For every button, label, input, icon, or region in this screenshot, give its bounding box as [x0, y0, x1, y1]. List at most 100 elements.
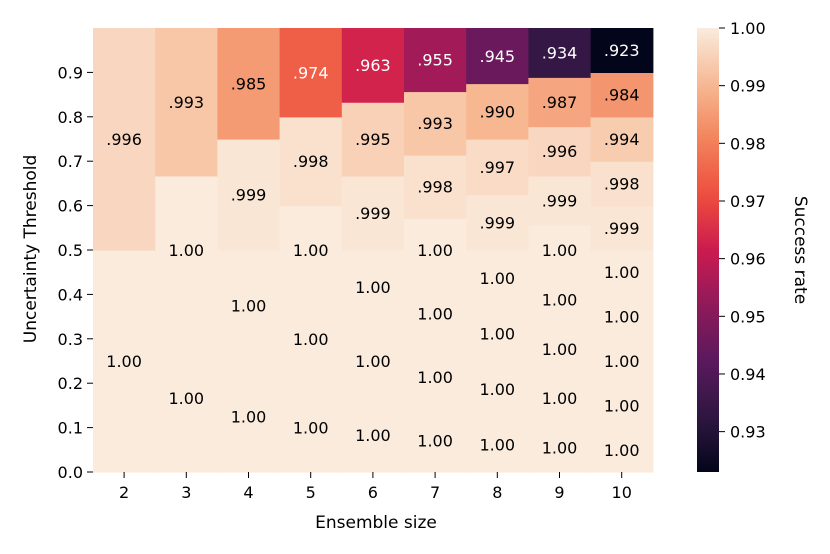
- heatmap-cell: [155, 28, 218, 177]
- heatmap-cell: [404, 91, 467, 156]
- cell-value-label: 1.00: [604, 308, 640, 327]
- colorbar-tick-label: 1.00: [730, 19, 766, 38]
- heatmap-cell: [590, 161, 654, 207]
- colorbar-ticks: 0.93 0.94 0.95 0.96 0.97 0.98 0.99 1.00: [719, 19, 766, 442]
- x-tick-label: 10: [612, 483, 632, 502]
- cell-value-label: .998: [293, 152, 329, 171]
- y-axis-title: Uncertainty Threshold: [21, 155, 41, 344]
- cell-value-label: .999: [604, 219, 640, 238]
- cell-value-label: .997: [479, 158, 515, 177]
- colorbar-tick-label: 0.96: [730, 250, 766, 269]
- x-axis-title: Ensemble size: [315, 513, 437, 533]
- x-tick-label: 7: [430, 483, 440, 502]
- heatmap-cell: [341, 324, 405, 399]
- cell-value-label: .963: [355, 56, 391, 75]
- cell-value-label: .945: [479, 47, 515, 66]
- cell-value-label: 1.00: [417, 431, 453, 450]
- cell-value-label: 1.00: [479, 435, 515, 454]
- y-tick-label: 0.3: [58, 330, 83, 349]
- cell-value-label: .994: [604, 130, 640, 149]
- cell-value-label: 1.00: [542, 340, 578, 359]
- colorbar-tick-label: 0.93: [730, 423, 766, 442]
- cell-value-label: .996: [106, 130, 142, 149]
- y-tick-label: 0.1: [58, 419, 83, 438]
- y-tick-label: 0.4: [58, 285, 83, 304]
- heatmap-cell: [590, 72, 654, 118]
- heatmap-cell: [217, 250, 281, 362]
- heatmap-cell: [590, 28, 654, 73]
- cell-value-label: 1.00: [479, 269, 515, 288]
- cell-value-label: .990: [479, 102, 515, 121]
- cell-value-label: 1.00: [417, 304, 453, 323]
- heatmap-cell: [528, 422, 592, 473]
- heatmap-cell: [404, 218, 467, 283]
- heatmap-cell: [528, 274, 592, 325]
- cell-value-label: 1.00: [355, 426, 391, 445]
- cell-value-label: 1.00: [231, 408, 267, 427]
- cell-value-label: 1.00: [604, 396, 640, 415]
- y-tick-label: 0.8: [58, 108, 83, 127]
- heatmap-cell: [279, 294, 343, 384]
- cell-value-label: 1.00: [168, 389, 204, 408]
- cell-value-label: .974: [293, 63, 329, 82]
- colorbar-tick-label: 0.94: [730, 365, 766, 384]
- heatmap-cell: [404, 28, 467, 93]
- cell-value-label: .999: [231, 186, 267, 205]
- y-tick-label: 0.5: [58, 241, 83, 260]
- y-tick-label: 0.2: [58, 374, 83, 393]
- cell-value-label: 1.00: [293, 241, 329, 260]
- heatmap-cell: [590, 338, 654, 384]
- cell-value-label: 1.00: [479, 380, 515, 399]
- x-tick-label: 8: [492, 483, 502, 502]
- cell-value-label: 1.00: [168, 241, 204, 260]
- heatmap-cell: [279, 383, 343, 473]
- heatmap-cell: [528, 373, 592, 424]
- heatmap-cell: [528, 77, 592, 128]
- cell-value-label: .996: [542, 142, 578, 161]
- heatmap-cell: [279, 116, 343, 207]
- heatmap-cell: [155, 324, 218, 473]
- heatmap-cell: [466, 361, 529, 418]
- colorbar-label: Success rate: [790, 196, 810, 304]
- heatmap-cell: [466, 83, 529, 140]
- heatmap-cell: [466, 28, 529, 85]
- colorbar-tick-label: 0.97: [730, 192, 766, 211]
- cell-value-label: 1.00: [604, 263, 640, 282]
- heatmap-cell: [590, 205, 654, 251]
- cell-value-label: 1.00: [106, 352, 142, 371]
- cell-value-label: .934: [542, 44, 578, 63]
- y-tick-label: 0.0: [58, 463, 83, 482]
- heatmap-cell: [466, 139, 529, 196]
- heatmap-cell: [279, 28, 343, 118]
- y-axis: 0.0 0.1 0.2 0.3 0.4 0.5 0.6 0.7 0.8 0.9: [58, 63, 93, 482]
- y-tick-label: 0.7: [58, 152, 83, 171]
- heatmap-cell: [590, 116, 654, 162]
- cell-value-labels: 1.00 .996 1.00 1.00 .993 1.00 1.00 .999 .985 1.00…: [106, 41, 639, 460]
- x-axis: 2 3 4 5 6 7 8 9 10: [119, 472, 632, 502]
- heatmap-cell: [590, 250, 654, 295]
- cell-value-label: 1.00: [542, 389, 578, 408]
- cell-value-label: 1.00: [604, 441, 640, 460]
- cell-value-label: 1.00: [293, 419, 329, 438]
- heatmap-cell: [93, 250, 156, 473]
- heatmap-cell: [155, 175, 218, 325]
- cell-value-label: .999: [479, 213, 515, 232]
- cell-value-label: 1.00: [542, 241, 578, 260]
- colorbar-tick-label: 0.95: [730, 307, 766, 326]
- heatmap-cell: [528, 175, 592, 226]
- cell-value-label: 1.00: [231, 297, 267, 316]
- heatmap-cell: [217, 139, 281, 251]
- heatmap-cell: [341, 250, 405, 325]
- heatmap-cell: [217, 28, 281, 140]
- colorbar: [697, 28, 719, 472]
- cell-value-label: .998: [604, 174, 640, 193]
- colorbar-tick-label: 0.99: [730, 77, 766, 96]
- x-tick-label: 6: [368, 483, 378, 502]
- heatmap-cell: [404, 408, 467, 473]
- heatmap-cell: [279, 205, 343, 295]
- cell-value-label: .987: [542, 93, 578, 112]
- cell-value-label: 1.00: [355, 352, 391, 371]
- cell-value-label: .955: [417, 51, 453, 70]
- heatmap-cell: [93, 28, 156, 251]
- x-tick-label: 3: [181, 483, 191, 502]
